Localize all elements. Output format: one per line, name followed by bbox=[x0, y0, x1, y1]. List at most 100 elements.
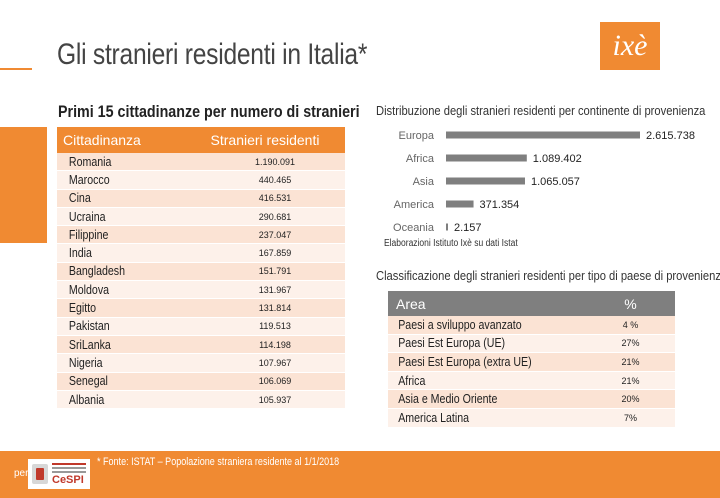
table-row: Paesi Est Europa (extra UE) 21% bbox=[388, 353, 675, 372]
table-row: Pakistan 119.513 bbox=[57, 317, 345, 336]
table-row: Romania 1.190.091 bbox=[57, 153, 345, 172]
table1-body: Romania 1.190.091 Marocco 440.465 Cina 416.53… bbox=[57, 153, 345, 410]
bar bbox=[446, 177, 525, 185]
ixe-logo: ixè bbox=[600, 22, 660, 70]
table2-title: Classificazione degli stranieri resident… bbox=[376, 268, 720, 283]
category-label: Europa bbox=[399, 130, 435, 142]
residents-cell: 105.937 bbox=[258, 394, 292, 405]
table-row: Filippine 237.047 bbox=[57, 226, 345, 245]
value-label: 1.065.057 bbox=[531, 176, 580, 188]
area-cell: Paesi a sviluppo avanzato bbox=[398, 317, 522, 332]
bar bbox=[446, 223, 448, 231]
table-row: Bangladesh 151.791 bbox=[57, 262, 345, 282]
page-title: Gli stranieri residenti in Italia* bbox=[57, 38, 368, 71]
citizenship-cell: Nigeria bbox=[68, 355, 103, 370]
table1-heading: Primi 15 cittadinanze per numero di stra… bbox=[58, 102, 360, 121]
footer-source-note: * Fonte: ISTAT – Popolazione straniera r… bbox=[97, 456, 340, 468]
pct-cell: 7% bbox=[623, 412, 637, 423]
table-row: Africa 21% bbox=[388, 371, 675, 391]
table-row: America Latina 7% bbox=[388, 408, 675, 428]
citizenship-cell: Pakistan bbox=[68, 319, 110, 334]
bar bbox=[446, 200, 474, 208]
chart-title: Distribuzione degli stranieri residenti … bbox=[376, 103, 706, 118]
citizenship-cell: Ucraina bbox=[68, 209, 106, 224]
residents-cell: 440.465 bbox=[258, 174, 292, 185]
area-cell: America Latina bbox=[398, 410, 470, 425]
footer-per-label: per bbox=[14, 468, 29, 479]
table1-col-citizenship: Cittadinanza bbox=[63, 132, 141, 148]
citizenship-cell: SriLanka bbox=[68, 337, 111, 352]
bar bbox=[446, 131, 640, 139]
table1-header: Cittadinanza Stranieri residenti bbox=[57, 127, 345, 153]
table-row: Ucraina 290.681 bbox=[57, 207, 345, 227]
residents-cell: 416.531 bbox=[258, 193, 292, 204]
table2-header: Area % bbox=[388, 291, 675, 316]
continent-bar-chart: Europa 2.615.738 Africa 1.089.402 Asia 1.065.… bbox=[393, 130, 695, 234]
citizenship-cell: Albania bbox=[68, 392, 105, 407]
citizenship-cell: Moldova bbox=[68, 282, 110, 297]
value-label: 1.089.402 bbox=[533, 153, 582, 165]
category-label: Africa bbox=[406, 153, 435, 165]
value-label: 371.354 bbox=[480, 199, 520, 211]
table-row: Moldova 131.967 bbox=[57, 281, 345, 300]
footer-bar bbox=[0, 451, 720, 498]
citizenship-cell: Filippine bbox=[68, 227, 109, 242]
cespi-logo: CeSPI bbox=[28, 459, 90, 489]
table-row: Paesi a sviluppo avanzato 4 % bbox=[388, 316, 675, 335]
table-row: Senegal 106.069 bbox=[57, 372, 345, 391]
table-row: Marocco 440.465 bbox=[57, 171, 345, 190]
pct-cell: 21% bbox=[621, 356, 640, 367]
pct-cell: 21% bbox=[621, 375, 640, 386]
table-row: Egitto 131.814 bbox=[57, 299, 345, 318]
table-row: Nigeria 107.967 bbox=[57, 354, 345, 373]
area-cell: Africa bbox=[398, 373, 426, 388]
residents-cell: 167.859 bbox=[258, 248, 292, 259]
area-table: Area % Paesi a sviluppo avanzato 4 % Paesi… bbox=[388, 291, 675, 428]
category-label: America bbox=[394, 199, 435, 211]
bar bbox=[446, 154, 527, 162]
table-row: Albania 105.937 bbox=[57, 390, 345, 410]
citizenship-cell: India bbox=[68, 246, 92, 261]
citizenship-cell: Egitto bbox=[68, 301, 97, 316]
area-cell: Paesi Est Europa (UE) bbox=[398, 336, 506, 351]
residents-cell: 131.814 bbox=[258, 303, 292, 314]
cespi-logo-lines bbox=[52, 463, 86, 465]
residents-cell: 106.069 bbox=[258, 376, 292, 387]
residents-cell: 131.967 bbox=[258, 284, 292, 295]
category-label: Oceania bbox=[393, 222, 435, 234]
title-rule bbox=[0, 68, 32, 70]
table1-col-residents: Stranieri residenti bbox=[210, 132, 320, 148]
area-cell: Paesi Est Europa (extra UE) bbox=[398, 354, 532, 369]
residents-cell: 107.967 bbox=[258, 357, 292, 368]
residents-cell: 119.513 bbox=[259, 321, 291, 332]
table-row: Paesi Est Europa (UE) 27% bbox=[388, 334, 675, 354]
value-label: 2.615.738 bbox=[646, 130, 695, 142]
chart-source-note: Elaborazioni Istituto Ixè su dati Istat bbox=[384, 238, 518, 249]
table-row: Asia e Medio Oriente 20% bbox=[388, 390, 675, 409]
table2-col-area: Area bbox=[396, 295, 426, 312]
pct-cell: 27% bbox=[621, 338, 640, 349]
citizenship-cell: Romania bbox=[68, 154, 112, 169]
area-cell: Asia e Medio Oriente bbox=[398, 392, 498, 407]
citizenship-cell: Senegal bbox=[68, 374, 108, 389]
residents-cell: 114.198 bbox=[259, 339, 291, 350]
left-accent-bar bbox=[0, 127, 47, 243]
table2-body: Paesi a sviluppo avanzato 4 % Paesi Est Eu… bbox=[388, 316, 675, 428]
value-label: 2.157 bbox=[454, 222, 482, 234]
table-row: India 167.859 bbox=[57, 244, 345, 263]
table-row: Cina 416.531 bbox=[57, 189, 345, 208]
pct-cell: 4 % bbox=[622, 319, 639, 330]
citizenship-table: Cittadinanza Stranieri residenti Romania… bbox=[57, 127, 345, 410]
residents-cell: 151.791 bbox=[258, 266, 292, 277]
cespi-logo-name: CeSPI bbox=[52, 474, 84, 486]
pct-cell: 20% bbox=[621, 394, 640, 405]
cespi-logo-mark-inner bbox=[36, 468, 44, 480]
residents-cell: 237.047 bbox=[258, 229, 292, 240]
citizenship-cell: Marocco bbox=[68, 172, 110, 187]
citizenship-cell: Cina bbox=[68, 191, 91, 206]
residents-cell: 1.190.091 bbox=[254, 156, 296, 167]
category-label: Asia bbox=[413, 176, 435, 188]
residents-cell: 290.681 bbox=[258, 211, 292, 222]
table-row: SriLanka 114.198 bbox=[57, 335, 345, 355]
citizenship-cell: Bangladesh bbox=[68, 264, 126, 279]
